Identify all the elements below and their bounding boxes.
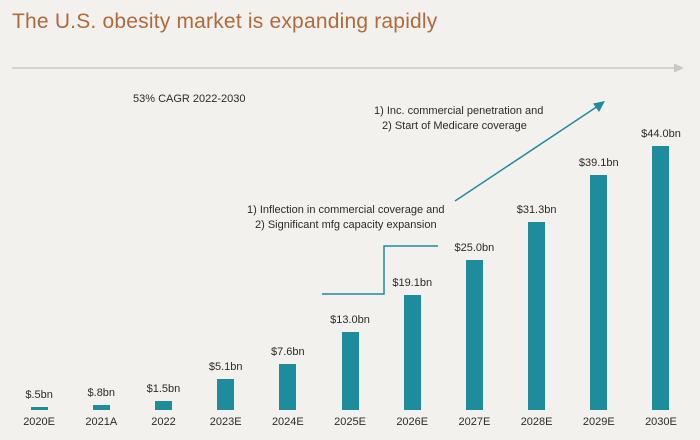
x-axis-label: 2028E: [520, 416, 553, 428]
annotation-inflection: 1) Inflection in commercial coverage and…: [247, 203, 444, 233]
bar-column: $13.0bn: [319, 314, 381, 410]
bar: [217, 379, 235, 410]
bar-column: $39.1bn: [568, 157, 630, 410]
bar-column: $44.0bn: [630, 128, 692, 410]
x-axis-label: 2026E: [396, 416, 429, 428]
bar-value-label: $13.0bn: [330, 314, 370, 326]
annotation-medicare: 1) Inc. commercial penetration and 2) St…: [374, 104, 543, 134]
bar: [92, 405, 110, 410]
bar-value-label: $31.3bn: [516, 204, 557, 216]
x-axis-label: 2029E: [582, 416, 615, 428]
annotation-medicare-line1: 1) Inc. commercial penetration and: [374, 105, 544, 117]
bar-value-label: $.8bn: [87, 387, 116, 399]
x-axis-label: 2022: [151, 416, 176, 428]
annotation-medicare-line2: 2) Start of Medicare coverage: [382, 120, 527, 132]
timeline-arrow-icon: [12, 63, 684, 73]
x-axis-label: 2024E: [271, 416, 304, 428]
bar-value-label: $1.5bn: [146, 383, 181, 395]
bar: [590, 175, 608, 410]
bar-column: $.8bn: [70, 387, 132, 410]
annotation-inflection-line1: 1) Inflection in commercial coverage and: [247, 204, 445, 216]
bar: [154, 401, 172, 410]
page-title: The U.S. obesity market is expanding rap…: [12, 10, 438, 33]
bar-column: $31.3bn: [506, 204, 568, 410]
bar-value-label: $7.6bn: [271, 346, 305, 358]
bar: [403, 295, 421, 410]
bar-value-label: $19.1bn: [392, 277, 433, 289]
bar-column: $5.1bn: [195, 361, 257, 410]
bar-column: $19.1bn: [381, 277, 443, 410]
x-axis: 2020E 2021A 2022 2023E 2024E 2025E 2026E 2027E 2…: [8, 416, 692, 434]
bar-value-label: $.5bn: [25, 389, 53, 401]
x-axis-label: 2021A: [85, 416, 118, 428]
bar: [528, 222, 546, 410]
x-axis-label: 2030E: [645, 416, 677, 428]
bar-chart: $.5bn $.8bn $1.5bn $5.1bn $7.6bn $13.0bn $19.1…: [8, 128, 692, 410]
bar-column: $7.6bn: [257, 346, 319, 410]
cagr-label: 53% CAGR 2022-2030: [133, 93, 246, 105]
bar: [341, 332, 359, 410]
bar: [652, 146, 670, 410]
bar: [279, 364, 297, 410]
bar-column: $.5bn: [8, 389, 70, 410]
bar-value-label: $39.1bn: [578, 157, 619, 169]
bar-column: $1.5bn: [132, 383, 194, 410]
x-axis-label: 2027E: [458, 416, 491, 428]
bar: [30, 407, 48, 410]
x-axis-label: 2023E: [209, 416, 242, 428]
bar-value-label: $25.0bn: [454, 242, 495, 254]
bar-column: $25.0bn: [443, 242, 505, 410]
bar-value-label: $44.0bn: [641, 128, 681, 140]
x-axis-label: 2025E: [334, 416, 366, 428]
bar-value-label: $5.1bn: [208, 361, 243, 373]
bar: [465, 260, 483, 410]
annotation-inflection-line2: 2) Significant mfg capacity expansion: [255, 219, 437, 231]
x-axis-label: 2020E: [23, 416, 55, 428]
